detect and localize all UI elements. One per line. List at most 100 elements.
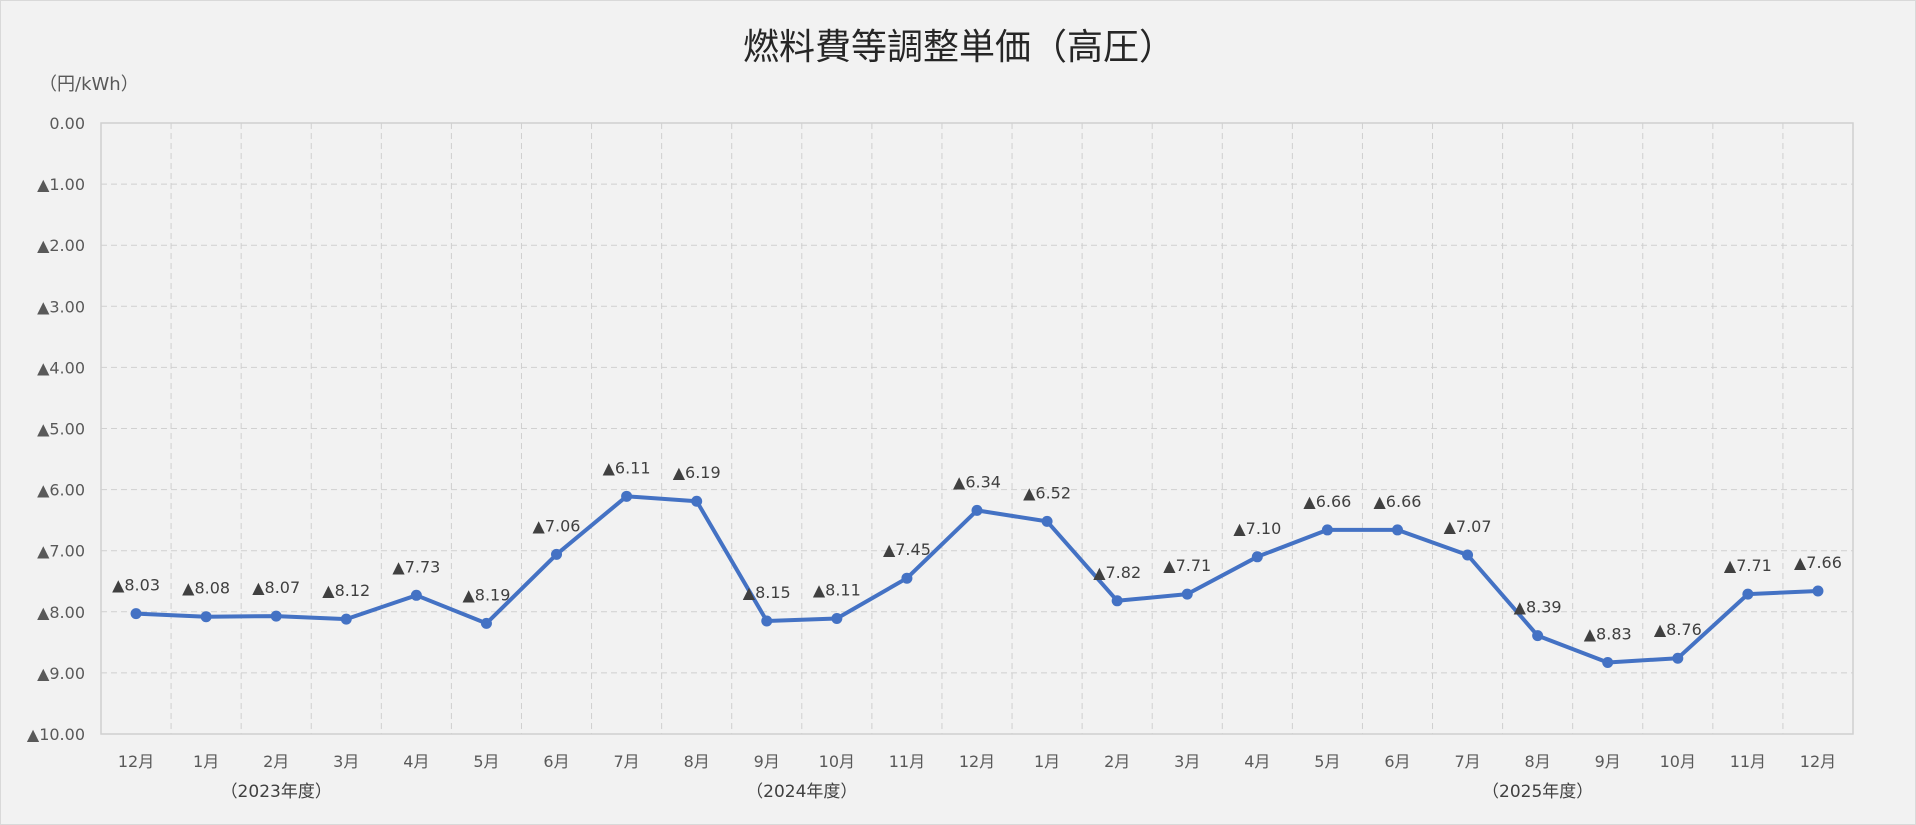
data-point [1462,549,1474,561]
y-tick-label: 0.00 [49,114,85,133]
x-tick-label: 6月 [543,752,569,771]
data-label: ▲7.06 [533,516,581,535]
data-point [1181,588,1193,600]
data-label: ▲6.52 [1023,483,1071,502]
data-point [200,611,212,623]
fiscal-year-label: （2024年度） [746,782,857,802]
data-label: ▲6.66 [1303,492,1351,511]
data-point [831,613,843,625]
data-label: ▲7.07 [1444,517,1492,536]
data-label: ▲7.73 [392,557,440,576]
y-tick-label: ▲2.00 [37,236,85,255]
y-tick-label: ▲5.00 [37,420,85,439]
data-point [270,610,282,622]
series [130,490,1824,669]
y-tick-label: ▲1.00 [37,175,85,194]
plot-area-frame [100,122,1854,735]
series-line [135,494,1819,665]
data-point [971,504,983,516]
data-point [901,572,913,584]
fiscal-year-label: （2025年度） [1482,782,1593,802]
x-tick-label: 7月 [1454,752,1480,771]
data-label: ▲7.45 [883,540,931,559]
x-tick-label: 10月 [819,752,855,771]
data-label: ▲6.34 [953,472,1001,491]
data-label: ▲8.12 [322,581,370,600]
data-labels: ▲8.03 ▲8.08 ▲8.07 ▲8.12 ▲7.73 ▲8.19 ▲7.06 ▲6.11… [112,458,1842,643]
data-label: ▲8.39 [1514,598,1562,617]
y-tick-label: ▲9.00 [37,664,85,683]
x-tick-label: 2月 [1104,752,1130,771]
x-tick-label: 7月 [614,752,640,771]
x-tick-label: 12月 [959,752,995,771]
data-label: ▲7.71 [1724,556,1772,575]
data-point [1041,515,1053,527]
data-label: ▲6.19 [673,463,721,482]
chart-title: 燃料費等調整単価（高圧） [743,27,1175,68]
data-label: ▲7.10 [1233,519,1281,538]
x-tick-label: 3月 [333,752,359,771]
x-tick-label: 8月 [684,752,710,771]
fiscal-year-label: （2023年度） [221,782,332,802]
x-tick-label: 11月 [1730,752,1766,771]
grid-lines [100,122,1854,735]
data-label: ▲8.08 [182,579,230,598]
x-tick-label: 11月 [889,752,925,771]
data-label: ▲8.76 [1654,620,1702,639]
data-label: ▲8.11 [813,581,861,600]
x-tick-label: 4月 [1244,752,1270,771]
x-tick-label: 9月 [1595,752,1621,771]
data-point [1742,588,1754,600]
x-tick-label: 1月 [193,752,219,771]
y-tick-label: ▲3.00 [37,297,85,316]
data-point [1672,652,1684,664]
x-tick-label: 5月 [1314,752,1340,771]
data-point [1602,657,1614,669]
data-point [621,490,633,502]
y-tick-label: ▲6.00 [37,481,85,500]
x-tick-label: 12月 [1800,752,1836,771]
data-point [1391,524,1403,536]
x-axis-ticks: 12月 1月 2月 3月 4月 5月 6月 7月 8月 9月 10月 11月 12月 1月 2月 3月 4月 5月… [118,752,1836,771]
data-point [130,608,142,620]
data-point [691,495,703,507]
x-tick-label: 12月 [118,752,154,771]
x-tick-label: 10月 [1660,752,1696,771]
data-label: ▲6.11 [603,458,651,477]
data-point [1111,595,1123,607]
y-axis-unit-label: （円/kWh） [39,74,139,95]
data-point [1812,585,1824,597]
y-axis-ticks: 0.00 ▲1.00 ▲2.00 ▲3.00 ▲4.00 ▲5.00 ▲6.00 ▲7.00 ▲… [27,114,85,744]
data-label: ▲8.15 [743,583,791,602]
data-label: ▲7.82 [1093,563,1141,582]
data-label: ▲8.19 [462,585,510,604]
x-tick-label: 9月 [754,752,780,771]
y-tick-label: ▲7.00 [37,542,85,561]
data-point [1532,630,1544,642]
data-label: ▲7.66 [1794,553,1842,572]
data-point [1251,551,1263,563]
data-point [480,617,492,629]
x-tick-label: 5月 [473,752,499,771]
data-point [1321,524,1333,536]
fiscal-year-groups: （2023年度） （2024年度） （2025年度） [221,782,1594,802]
x-tick-label: 8月 [1525,752,1551,771]
data-label: ▲8.07 [252,578,300,597]
data-label: ▲7.71 [1163,556,1211,575]
x-tick-label: 2月 [263,752,289,771]
y-tick-label: ▲10.00 [27,725,85,744]
x-tick-label: 1月 [1034,752,1060,771]
data-label: ▲8.83 [1584,625,1632,644]
x-tick-label: 3月 [1174,752,1200,771]
y-tick-label: ▲4.00 [37,358,85,377]
x-tick-label: 6月 [1384,752,1410,771]
x-tick-label: 4月 [403,752,429,771]
y-tick-label: ▲8.00 [37,603,85,622]
data-label: ▲8.03 [112,576,160,595]
data-point [410,589,422,601]
data-point [761,615,773,627]
data-point [340,613,352,625]
data-point [551,548,563,560]
